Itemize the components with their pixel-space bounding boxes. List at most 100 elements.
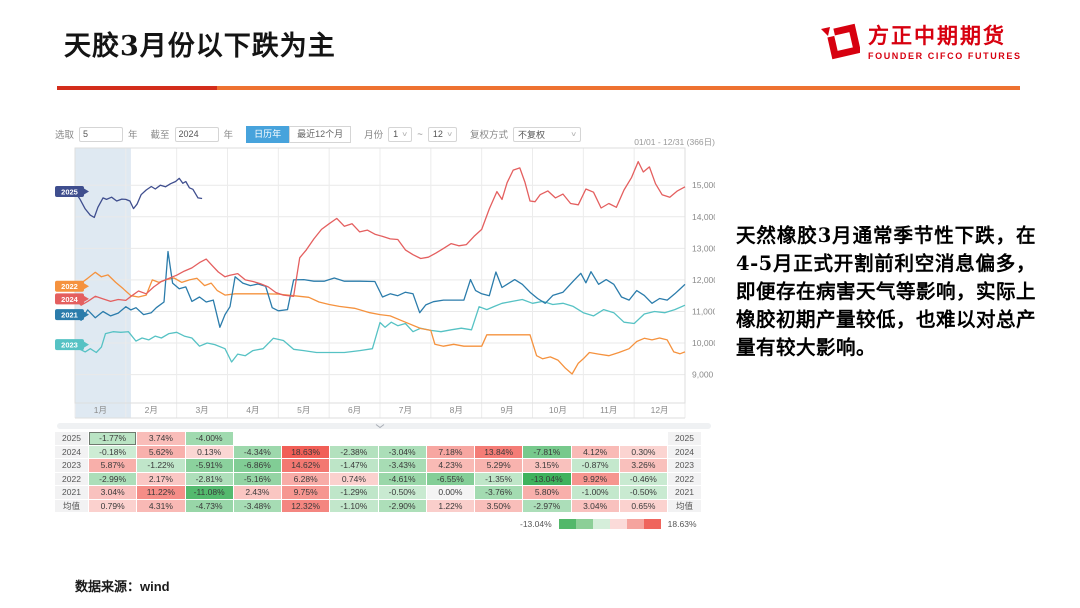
table-cell[interactable]: -4.73% <box>185 499 233 512</box>
y-axis-tick: 12,000 <box>692 275 715 285</box>
table-cell[interactable]: -1.35% <box>475 472 523 485</box>
table-cell <box>571 432 619 445</box>
table-cell[interactable]: -2.38% <box>330 445 378 458</box>
chevron-down-icon[interactable] <box>375 424 385 429</box>
table-cell[interactable]: -6.55% <box>426 472 474 485</box>
table-cell[interactable]: -4.61% <box>378 472 426 485</box>
table-cell[interactable]: 0.00% <box>426 486 474 499</box>
table-cell[interactable]: -2.81% <box>185 472 233 485</box>
table-cell[interactable]: 7.18% <box>426 445 474 458</box>
table-cell[interactable]: -0.50% <box>619 486 667 499</box>
table-cell[interactable]: 3.04% <box>571 499 619 512</box>
series-line-2023 <box>74 298 686 363</box>
table-cell[interactable]: -4.34% <box>233 445 281 458</box>
table-cell[interactable]: -2.90% <box>378 499 426 512</box>
table-cell[interactable]: -1.22% <box>137 459 185 472</box>
table-cell[interactable]: 5.87% <box>89 459 137 472</box>
table-cell[interactable]: -6.86% <box>233 459 281 472</box>
table-cell[interactable]: -0.50% <box>378 486 426 499</box>
heatmap-legend: -13.04% 18.63% <box>520 519 697 529</box>
table-cell[interactable]: 14.62% <box>282 459 330 472</box>
series-line-2022 <box>74 271 686 375</box>
table-cell[interactable]: -1.10% <box>330 499 378 512</box>
unit-year-label-2: 年 <box>223 130 234 142</box>
mode-toggle: 日历年 最近12个月 <box>246 126 352 143</box>
chart-scrollbar[interactable] <box>57 423 711 429</box>
table-cell[interactable]: 3.74% <box>137 432 185 445</box>
table-cell[interactable]: 0.79% <box>89 499 137 512</box>
table-cell[interactable]: -3.48% <box>233 499 281 512</box>
month-from-select[interactable]: 1 ∨ <box>388 126 413 142</box>
table-cell[interactable]: 5.62% <box>137 445 185 458</box>
table-cell[interactable]: 3.15% <box>523 459 571 472</box>
chevron-down-icon: ∨ <box>401 131 409 138</box>
table-cell[interactable]: -13.04% <box>523 472 571 485</box>
table-cell[interactable]: 0.74% <box>330 472 378 485</box>
table-row-label: 均值 <box>55 499 88 512</box>
legend-color-segment <box>626 519 644 529</box>
adjust-method-value: 不复权 <box>517 129 545 140</box>
table-cell[interactable]: -1.00% <box>571 486 619 499</box>
chevron-down-icon: ∨ <box>570 131 577 138</box>
table-cell[interactable]: 0.65% <box>619 499 667 512</box>
table-cell[interactable]: -11.08% <box>185 486 233 499</box>
y-axis-tick: 11,000 <box>692 306 715 316</box>
table-cell[interactable]: -0.46% <box>619 472 667 485</box>
table-cell[interactable]: 9.75% <box>282 486 330 499</box>
table-cell[interactable]: -5.16% <box>233 472 281 485</box>
table-cell[interactable]: -5.91% <box>185 459 233 472</box>
table-cell[interactable]: -0.87% <box>571 459 619 472</box>
table-cell[interactable]: 2.43% <box>233 486 281 499</box>
chart-controls: 选取 年 截至 年 日历年 最近12个月 月份 1 ∨ ~ 12 ∨ 复权方式 … <box>55 126 581 143</box>
table-cell[interactable]: 0.30% <box>619 445 667 458</box>
select-years-label: 选取 <box>55 130 75 142</box>
table-cell[interactable]: -1.47% <box>330 459 378 472</box>
table-cell[interactable]: -2.99% <box>89 472 137 485</box>
table-cell[interactable]: 4.12% <box>571 445 619 458</box>
table-row-label: 2024 <box>668 445 701 458</box>
table-cell[interactable]: 1.22% <box>426 499 474 512</box>
table-cell[interactable]: 5.80% <box>523 486 571 499</box>
x-axis-tick: 7月 <box>399 405 412 415</box>
table-cell[interactable]: 0.13% <box>185 445 233 458</box>
table-cell[interactable]: 2.17% <box>137 472 185 485</box>
series-tag-arrow <box>84 311 89 318</box>
month-to-select[interactable]: 12 ∨ <box>427 126 457 142</box>
table-cell[interactable]: 5.29% <box>475 459 523 472</box>
logo-en-text: FOUNDER CIFCO FUTURES <box>868 50 1022 61</box>
x-axis-tick: 9月 <box>500 405 513 415</box>
series-tag-label: 2023 <box>61 341 78 350</box>
table-cell[interactable]: -2.97% <box>523 499 571 512</box>
table-cell[interactable]: 3.50% <box>475 499 523 512</box>
table-cell[interactable]: -1.77% <box>89 432 137 445</box>
table-cell[interactable]: 4.31% <box>137 499 185 512</box>
seasonal-price-chart[interactable]: 9,000 10,000 11,000 12,000 13,000 14,000 15,00… <box>55 146 715 434</box>
select-years-input[interactable] <box>79 126 124 142</box>
table-cell[interactable]: -1.29% <box>330 486 378 499</box>
table-cell[interactable]: 11.22% <box>137 486 185 499</box>
table-row-label: 2023 <box>55 459 88 472</box>
table-cell[interactable]: -3.04% <box>378 445 426 458</box>
until-year-input[interactable] <box>174 126 219 142</box>
table-cell[interactable]: 13.84% <box>475 445 523 458</box>
table-cell[interactable]: 6.28% <box>282 472 330 485</box>
adjust-method-select[interactable]: 不复权 ∨ <box>512 126 581 142</box>
company-logo: 方正中期期货 FOUNDER CIFCO FUTURES <box>818 20 1022 66</box>
x-axis-tick: 11月 <box>600 405 617 415</box>
table-cell[interactable]: -4.00% <box>185 432 233 445</box>
table-cell[interactable]: -3.43% <box>378 459 426 472</box>
legend-color-segment <box>558 519 576 529</box>
table-cell[interactable]: 18.63% <box>282 445 330 458</box>
table-cell[interactable]: 3.04% <box>89 486 137 499</box>
table-cell[interactable]: 4.23% <box>426 459 474 472</box>
table-cell[interactable]: -7.81% <box>523 445 571 458</box>
table-cell[interactable]: 9.92% <box>571 472 619 485</box>
calendar-year-button[interactable]: 日历年 <box>246 126 290 143</box>
table-cell[interactable]: 12.32% <box>282 499 330 512</box>
table-cell[interactable]: 3.26% <box>619 459 667 472</box>
legend-color-segment <box>609 519 627 529</box>
recent-12m-button[interactable]: 最近12个月 <box>289 126 352 143</box>
table-cell[interactable]: -0.18% <box>89 445 137 458</box>
table-cell[interactable]: -3.76% <box>475 486 523 499</box>
